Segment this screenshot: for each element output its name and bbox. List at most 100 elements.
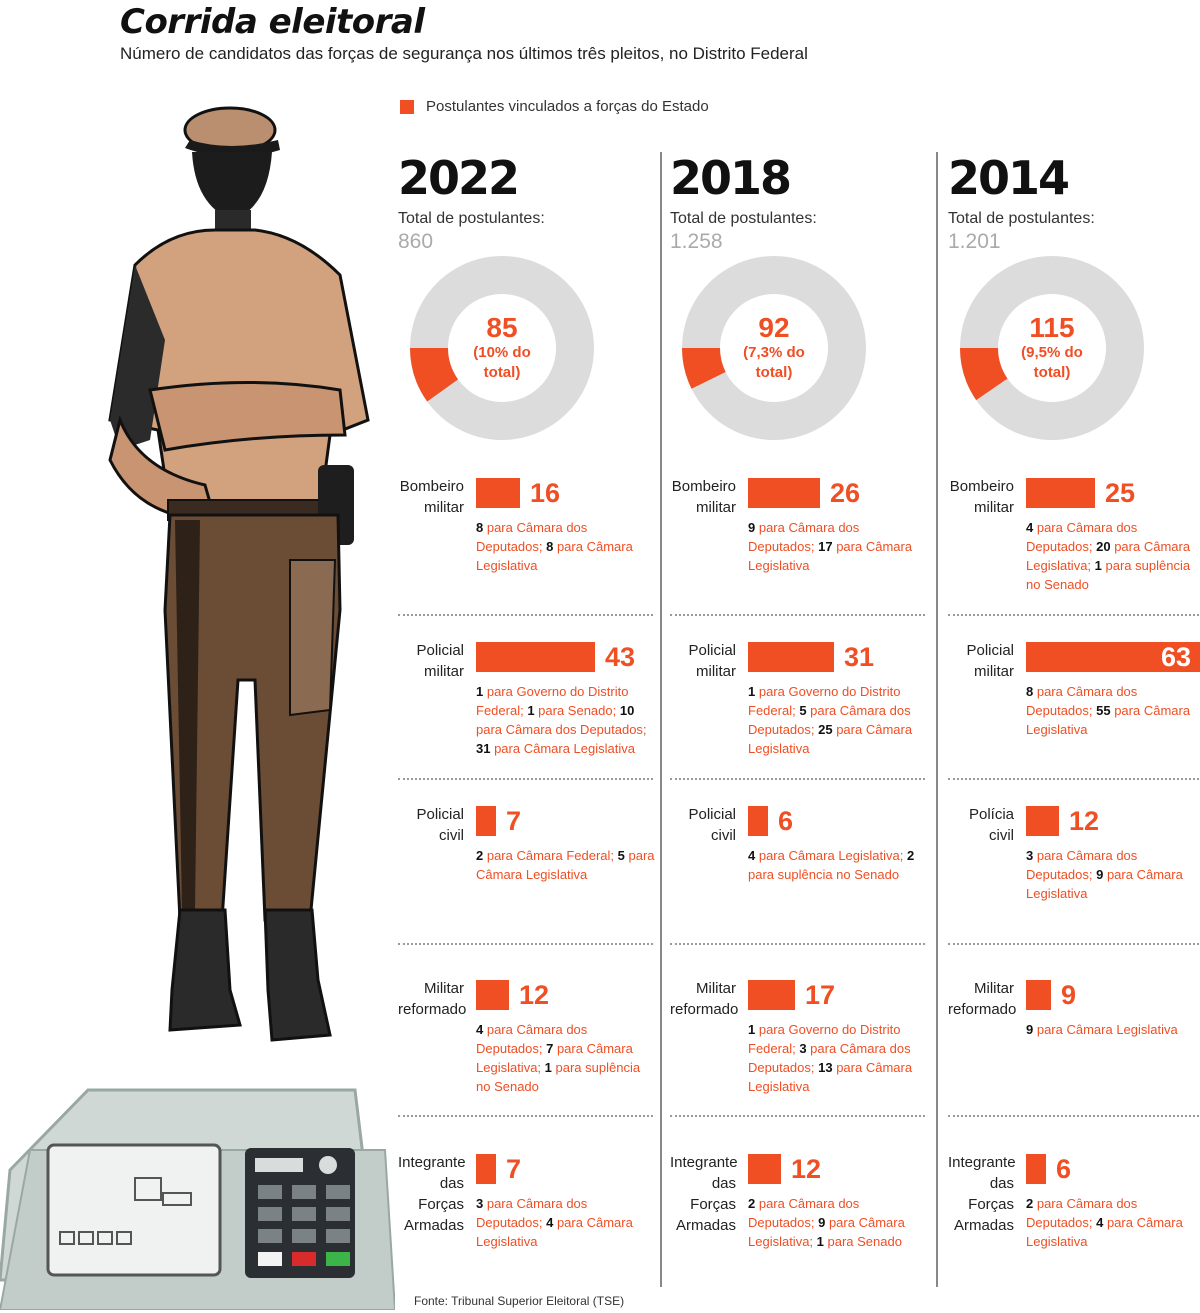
- category-detail: 1 para Governo do Distrito Federal; 3 pa…: [748, 1022, 913, 1094]
- category-value: 17: [805, 980, 836, 1010]
- source-note: Fonte: Tribunal Superior Eleitoral (TSE): [414, 1294, 625, 1308]
- legend-swatch: [400, 99, 414, 114]
- category-detail: 3 para Câmara dos Deputados; 9 para Câma…: [1026, 848, 1183, 901]
- category-value: 25: [1105, 478, 1136, 508]
- category-detail: 2 para Câmara dos Deputados; 9 para Câma…: [748, 1196, 905, 1249]
- category-label: Policial militar: [966, 642, 1014, 680]
- donut-center: 85 (10% do total): [408, 254, 596, 442]
- category-label: Bombeiro militar: [949, 478, 1014, 516]
- category-value: 9: [1061, 980, 1077, 1010]
- column-2022: 2022 Total de postulantes: 860 85 (10% d…: [398, 150, 660, 1249]
- category-detail: 4 para Câmara Legislativa; 2 para suplên…: [748, 848, 915, 882]
- row-separator: [398, 1115, 653, 1117]
- donut-svg: [682, 256, 866, 440]
- donut-center: 92 (7,3% do total): [680, 254, 868, 442]
- category-bar: [476, 642, 595, 672]
- category-bar: [748, 980, 795, 1010]
- donut-highlight-slice: [410, 348, 459, 402]
- category-detail: 2 para Câmara dos Deputados; 4 para Câma…: [1026, 1196, 1183, 1249]
- column-2014: 2014 Total de postulantes: 1.201 115 (9,…: [948, 150, 1200, 1249]
- year-heading: 2014: [948, 151, 1070, 205]
- donut-ring: [410, 256, 594, 440]
- category-bar: [748, 1154, 781, 1184]
- category-value: 12: [791, 1154, 822, 1184]
- category-detail: 9 para Câmara Legislativa: [1026, 1022, 1178, 1037]
- year-heading: 2018: [670, 151, 792, 205]
- category-detail: 9 para Câmara dos Deputados; 17 para Câm…: [748, 520, 913, 573]
- category-bar: [1026, 1154, 1046, 1184]
- year-heading: 2022: [398, 151, 520, 205]
- category-label: Militar reformado: [398, 980, 467, 1018]
- soldier-illustration: [108, 106, 370, 1042]
- category-detail: 2 para Câmara Federal; 5 para Câmara Leg…: [476, 848, 655, 882]
- donut-highlight-value: 92: [758, 312, 790, 343]
- category-value: 26: [830, 478, 861, 508]
- category-label: Integrante das Forças Armadas: [398, 1154, 466, 1234]
- category-detail: 3 para Câmara dos Deputados; 4 para Câma…: [476, 1196, 633, 1249]
- donut-svg: [960, 256, 1144, 440]
- category-value: 7: [506, 806, 522, 836]
- category-bar: [748, 806, 768, 836]
- category-detail: 8 para Câmara dos Deputados; 55 para Câm…: [1026, 684, 1191, 737]
- category-label: Integrante das Forças Armadas: [670, 1154, 738, 1234]
- donut-chart: 85 (10% do total): [398, 254, 660, 440]
- category-value: 16: [530, 478, 561, 508]
- category-bar: [748, 478, 820, 508]
- category-value: 31: [844, 642, 875, 672]
- category-label: Policial civil: [416, 806, 464, 844]
- category-label: Integrante das Forças Armadas: [948, 1154, 1016, 1234]
- category-bar: [1026, 642, 1200, 672]
- category-bar: [1026, 806, 1059, 836]
- total-label: Total de postulantes:: [670, 210, 817, 227]
- category-label: Militar reformado: [948, 980, 1017, 1018]
- category-value: 6: [778, 806, 794, 836]
- category-detail: 8 para Câmara dos Deputados; 8 para Câma…: [476, 520, 633, 573]
- category-label: Polícia civil: [968, 806, 1014, 844]
- category-detail: 1 para Governo do Distrito Federal; 5 pa…: [748, 684, 913, 756]
- row-separator: [398, 778, 653, 780]
- category-label: Bombeiro militar: [399, 478, 464, 516]
- donut-highlight-slice: [682, 348, 726, 389]
- donut-chart: 92 (7,3% do total): [670, 254, 932, 440]
- total-value: 1.258: [670, 230, 723, 253]
- category-label: Policial militar: [416, 642, 464, 680]
- row-separator: [948, 614, 1200, 616]
- legend-label: Postulantes vinculados a forças do Estad…: [426, 98, 709, 115]
- column-divider: [660, 152, 662, 1287]
- donut-percent-label: (7,3% do total): [743, 344, 805, 381]
- category-value: 7: [506, 1154, 522, 1184]
- column-divider: [936, 152, 938, 1287]
- category-bar: [476, 806, 496, 836]
- row-separator: [948, 943, 1200, 945]
- row-separator: [948, 778, 1200, 780]
- total-label: Total de postulantes:: [398, 210, 545, 227]
- row-separator: [948, 1115, 1200, 1117]
- category-bar: [1026, 478, 1095, 508]
- donut-highlight-value: 115: [1029, 312, 1075, 343]
- donut-ring: [960, 256, 1144, 440]
- category-bar: [476, 478, 520, 508]
- row-separator: [670, 1115, 925, 1117]
- category-label: Policial militar: [688, 642, 736, 680]
- category-value: 12: [1069, 806, 1100, 836]
- category-value: 63: [1161, 642, 1192, 672]
- voting-machine-illustration: [0, 1088, 395, 1310]
- chart-title: Corrida eleitoral: [120, 2, 425, 42]
- legend: Postulantes vinculados a forças do Estad…: [400, 98, 709, 115]
- category-bar: [476, 980, 509, 1010]
- category-bar: [1026, 980, 1051, 1010]
- row-separator: [398, 943, 653, 945]
- row-separator: [670, 614, 925, 616]
- total-label: Total de postulantes:: [948, 210, 1095, 227]
- donut-percent-label: (10% do total): [473, 344, 531, 381]
- category-detail: 4 para Câmara dos Deputados; 7 para Câma…: [476, 1022, 641, 1094]
- donut-highlight-value: 85: [486, 312, 518, 343]
- chart-subtitle: Número de candidatos das forças de segur…: [120, 44, 808, 63]
- category-value: 6: [1056, 1154, 1072, 1184]
- row-separator: [670, 778, 925, 780]
- category-bar: [748, 642, 834, 672]
- category-value: 43: [605, 642, 636, 672]
- total-value: 1.201: [948, 230, 1001, 253]
- soldier-and-voting-machine-illustration: [0, 106, 395, 1310]
- donut-svg: [410, 256, 594, 440]
